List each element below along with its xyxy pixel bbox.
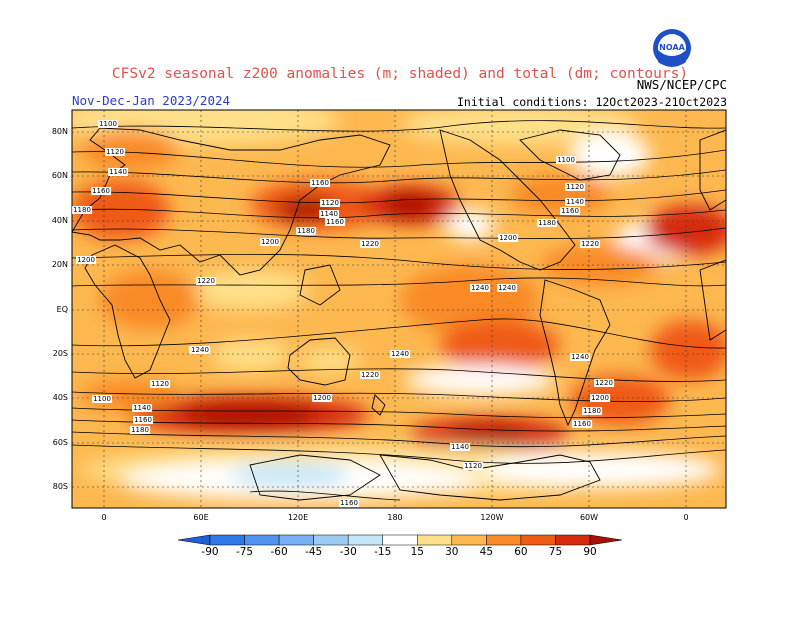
contour-label: 1240: [570, 353, 590, 361]
lon-label: 180: [387, 513, 403, 522]
initial-conditions: Initial conditions: 12Oct2023-21Oct2023: [456, 95, 727, 109]
contour-label: 1180: [296, 227, 316, 235]
contour-label: 1200: [498, 234, 518, 242]
lon-label: 120E: [287, 513, 309, 522]
colorbar-label: 75: [548, 546, 563, 558]
contour-label: 1180: [72, 206, 92, 214]
colorbar-swatch: [451, 534, 487, 546]
contour-label: 1160: [572, 420, 592, 428]
colorbar-max-arrow: [589, 534, 623, 546]
colorbar-swatch: [244, 534, 280, 546]
colorbar-swatch: [382, 534, 418, 546]
contour-label: 1220: [196, 277, 216, 285]
lon-label: 0: [683, 513, 689, 522]
lat-label: 80S: [52, 482, 68, 491]
lat-label: 80N: [51, 127, 68, 136]
height-contours: [72, 120, 726, 501]
colorbar-swatch: [486, 534, 522, 546]
colorbar-label: -60: [270, 546, 288, 558]
lat-label: 40N: [51, 216, 68, 225]
anomaly-shading: [72, 110, 726, 508]
contour-label: 1220: [360, 371, 380, 379]
colorbar-swatch: [313, 534, 349, 546]
contour-label: 1160: [133, 416, 153, 424]
colorbar-swatch: [417, 534, 453, 546]
contour-label: 1140: [132, 404, 152, 412]
noaa-logo-text: NOAA: [659, 43, 685, 52]
lat-label: 60N: [51, 171, 68, 180]
contour-label: 1140: [565, 198, 585, 206]
agency-label: NWS/NCEP/CPC: [636, 77, 727, 92]
lat-label: EQ: [56, 305, 68, 314]
colorbar-label: 45: [479, 546, 494, 558]
contour-label: 1140: [450, 443, 470, 451]
colorbar-label: 30: [445, 546, 459, 558]
colorbar-label: 15: [410, 546, 424, 558]
colorbar-label: -15: [374, 546, 392, 558]
lat-label: 40S: [52, 393, 68, 402]
colorbar-swatch: [278, 534, 314, 546]
contour-label: 1160: [310, 179, 330, 187]
coastlines: [72, 127, 726, 501]
contour-label: 1120: [150, 380, 170, 388]
contour-label: 1100: [556, 156, 576, 164]
contour-label: 1240: [190, 346, 210, 354]
forecast-period: Nov-Dec-Jan 2023/2024: [72, 93, 231, 108]
colorbar-swatch: [520, 534, 556, 546]
contour-label: 1220: [594, 379, 614, 387]
lon-label: 120W: [480, 513, 504, 522]
contour-label: 1140: [108, 168, 128, 176]
contour-label: 1200: [312, 394, 332, 402]
map-frame: [71, 109, 727, 509]
colorbar-label: -30: [339, 546, 357, 558]
colorbar-label: -75: [235, 546, 254, 558]
colorbar-label: -90: [201, 546, 219, 558]
contour-label: 1240: [497, 284, 517, 292]
contour-label: 1160: [91, 187, 111, 195]
lon-label: 60W: [579, 513, 599, 522]
lon-label: 0: [101, 513, 107, 522]
contour-label: 1160: [339, 499, 359, 507]
colorbar-label: 90: [583, 546, 597, 558]
contour-label: 1140: [319, 210, 339, 218]
colorbar-swatch: [209, 534, 245, 546]
contour-label: 1120: [320, 199, 340, 207]
lat-label: 60S: [52, 438, 68, 447]
contour-label: 1180: [537, 219, 557, 227]
contour-label: 1180: [130, 426, 150, 434]
contour-label: 1120: [105, 148, 125, 156]
colorbar-swatch: [555, 534, 591, 546]
contour-label: 1200: [76, 256, 96, 264]
contour-label: 1240: [470, 284, 490, 292]
lon-label: 60E: [193, 513, 209, 522]
contour-label: 1160: [325, 218, 345, 226]
contour-label: 1120: [565, 183, 585, 191]
contour-label: 1100: [92, 395, 112, 403]
contour-label: 1220: [360, 240, 380, 248]
contour-label: 1100: [98, 120, 118, 128]
noaa-logo: NOAA: [652, 28, 692, 68]
colorbar-min-arrow: [177, 534, 211, 546]
colorbar: [177, 534, 623, 546]
contour-label: 1220: [580, 240, 600, 248]
contour-label: 1160: [560, 207, 580, 215]
contour-label: 1200: [590, 394, 610, 402]
lat-label: 20N: [51, 260, 68, 269]
colorbar-label: 60: [514, 546, 528, 558]
lat-label: 20S: [52, 349, 68, 358]
contour-label: 1200: [260, 238, 280, 246]
chart-title: CFSv2 seasonal z200 anomalies (m; shaded…: [111, 66, 689, 82]
contour-label: 1240: [390, 350, 410, 358]
contour-label: 1180: [582, 407, 602, 415]
contour-label: 1120: [463, 462, 483, 470]
colorbar-swatch: [347, 534, 383, 546]
colorbar-label: -45: [305, 546, 323, 558]
